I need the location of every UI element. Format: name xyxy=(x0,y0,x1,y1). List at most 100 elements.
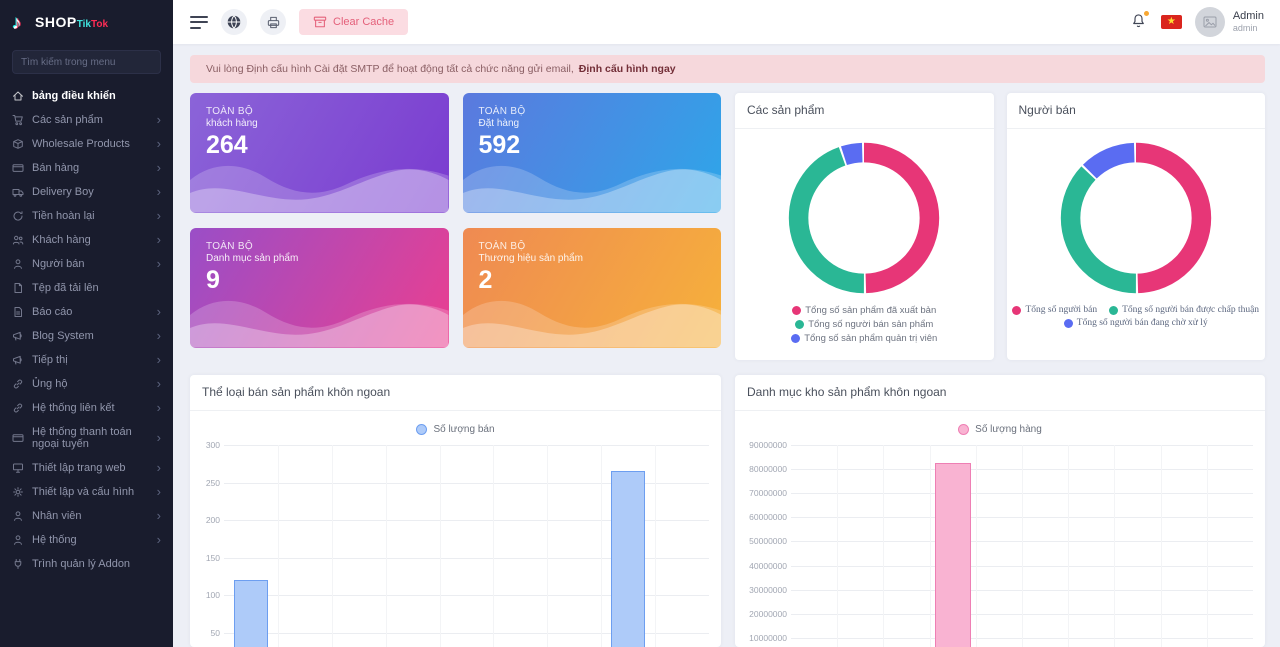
sidebar-item[interactable]: Khách hàng › xyxy=(0,228,173,252)
products-donut-card: Các sản phẩm Tổng số sản phẩm đã xuất bả… xyxy=(735,93,994,360)
donut-chart xyxy=(1060,142,1211,294)
chart-legend: Tổng số người bán Tổng số người bán được… xyxy=(1007,305,1266,328)
notifications-button[interactable] xyxy=(1130,10,1150,32)
app-logo[interactable]: ♪ ♪ ♪ SHOPTikTok xyxy=(0,0,173,42)
gridline xyxy=(277,445,279,647)
tiktok-note-icon: ♪ ♪ ♪ xyxy=(11,12,23,34)
sidebar-item[interactable]: Hệ thống › xyxy=(0,528,173,552)
sidebar-item[interactable]: Hệ thống liên kết › xyxy=(0,396,173,420)
bell-icon xyxy=(1132,14,1144,28)
clear-cache-label: Clear Cache xyxy=(333,16,395,28)
user-role: admin xyxy=(1232,23,1258,33)
sidebar-item[interactable]: Nhân viên › xyxy=(0,504,173,528)
sidebar-item[interactable]: Tiếp thị › xyxy=(0,348,173,372)
sidebar-item-label: Trình quản lý Addon xyxy=(32,558,131,570)
stat-card: TOÀN BỘ Danh mục sản phẩm 9 xyxy=(190,228,449,348)
printer-icon xyxy=(267,16,279,28)
gridline xyxy=(1206,445,1208,647)
gridline xyxy=(837,445,839,647)
chevron-right-icon: › xyxy=(156,532,161,547)
y-axis-tick-label: 40000000 xyxy=(749,560,787,571)
sidebar-item[interactable]: Tệp đã tải lên xyxy=(0,276,173,300)
sidebar-item[interactable]: Thiết lập và cấu hình › xyxy=(0,480,173,504)
legend-item: Tổng số người bán đang chờ xử lý xyxy=(1063,318,1208,328)
sidebar-item[interactable]: Các sản phẩm › xyxy=(0,108,173,132)
menu-search-input[interactable] xyxy=(12,50,161,74)
sidebar-item-label: Thiết lập và cấu hình xyxy=(32,486,135,498)
gridline xyxy=(439,445,441,647)
stock-category-chart-card: Danh mục kho sản phẩm khôn ngoan Số lượn… xyxy=(735,375,1265,647)
archive-icon xyxy=(313,16,327,28)
alert-message: Vui lòng Định cấu hình Cài đặt SMTP để h… xyxy=(206,63,574,75)
logo-text-tik: Tik xyxy=(76,19,91,30)
logo-text-tok: Tok xyxy=(90,19,109,30)
sidebar-item-label: Blog System xyxy=(32,330,94,342)
sidebar-item[interactable]: Wholesale Products › xyxy=(0,132,173,156)
sidebar-item[interactable]: Ủng hộ › xyxy=(0,372,173,396)
wave-decoration xyxy=(190,166,449,213)
sidebar-item[interactable]: Bán hàng › xyxy=(0,156,173,180)
donut-slice xyxy=(789,142,940,294)
link-icon xyxy=(12,402,24,414)
chevron-right-icon: › xyxy=(156,256,161,271)
sidebar-item[interactable]: Thiết lập trang web › xyxy=(0,456,173,480)
configure-now-link[interactable]: Định cấu hình ngay xyxy=(578,63,676,75)
legend-dot-icon xyxy=(416,424,428,435)
legend-item: Tổng số sản phẩm quản trị viên xyxy=(791,333,937,344)
sidebar-item[interactable]: Blog System › xyxy=(0,324,173,348)
stat-label: Danh mục sản phẩm xyxy=(206,253,299,264)
chart-legend: Số lượng hàng xyxy=(735,422,1265,437)
user-icon xyxy=(12,510,24,522)
truck-icon xyxy=(12,186,24,198)
pos-button[interactable] xyxy=(260,9,286,35)
chevron-right-icon: › xyxy=(156,508,161,523)
category-sales-chart-card: Thể loại bán sản phẩm khôn ngoan Số lượn… xyxy=(190,375,721,647)
chevron-right-icon: › xyxy=(156,304,161,319)
y-axis-tick-label: 250 xyxy=(205,477,220,488)
bar xyxy=(611,471,646,647)
sidebar-item-label: Người bán xyxy=(32,258,85,270)
gridline xyxy=(929,445,931,647)
sidebar-item-label: Khách hàng xyxy=(32,234,91,246)
sidebar-item[interactable]: Hệ thống thanh toán ngoại tuyến › xyxy=(0,420,173,456)
chevron-right-icon: › xyxy=(156,232,161,247)
plug-icon xyxy=(12,558,24,570)
sidebar-item-label: Tiếp thị xyxy=(32,354,68,366)
sidebar: ♪♪♪ SHOPTikTok bảng điều khiển Các sản p… xyxy=(0,0,173,647)
legend-dot-icon xyxy=(791,334,801,343)
sidebar-toggle-icon[interactable] xyxy=(190,15,208,29)
website-button[interactable] xyxy=(221,9,247,35)
sidebar-item[interactable]: Báo cáo › xyxy=(0,300,173,324)
legend-dot-icon xyxy=(1012,305,1022,315)
legend-item: Tổng số sản phẩm đã xuất bản xyxy=(792,305,936,316)
sidebar-item[interactable]: Tiền hoàn lại › xyxy=(0,204,173,228)
sidebar-item[interactable]: bảng điều khiển xyxy=(0,84,173,108)
monitor-icon xyxy=(12,462,24,474)
sidebar-item-label: Thiết lập trang web xyxy=(32,462,126,474)
gridline xyxy=(547,445,549,647)
y-axis-tick-label: 30000000 xyxy=(749,584,787,595)
sidebar-item-label: Delivery Boy xyxy=(32,186,94,198)
gridline xyxy=(224,595,709,596)
file-icon xyxy=(12,282,24,294)
report-icon xyxy=(12,306,24,318)
smtp-alert-banner: Vui lòng Định cấu hình Cài đặt SMTP để h… xyxy=(190,55,1265,83)
sidebar-item[interactable]: Trình quản lý Addon xyxy=(0,552,173,576)
legend-dot-icon xyxy=(1063,318,1073,328)
cart-icon xyxy=(12,114,24,126)
chevron-right-icon: › xyxy=(156,376,161,391)
sidebar-item[interactable]: Người bán › xyxy=(0,252,173,276)
language-flag-vietnam[interactable]: ★ xyxy=(1160,15,1182,29)
sidebar-item[interactable]: Delivery Boy › xyxy=(0,180,173,204)
clear-cache-button[interactable]: Clear Cache xyxy=(299,9,409,35)
gridline xyxy=(331,445,333,647)
sidebar-item-label: Bán hàng xyxy=(32,162,80,174)
legend-label: Số lượng bán xyxy=(433,424,495,435)
box-icon xyxy=(12,138,24,150)
user-menu[interactable]: Admin admin xyxy=(1194,7,1264,37)
megaphone-icon xyxy=(12,330,24,342)
stat-kicker: TOÀN BỘ xyxy=(478,106,526,117)
bar-chart-plot: 90000000 80000000 70000000 60000000 50000000… xyxy=(735,440,1265,647)
user-icon xyxy=(12,534,24,546)
sidebar-item-label: Tiền hoàn lại xyxy=(32,210,95,222)
